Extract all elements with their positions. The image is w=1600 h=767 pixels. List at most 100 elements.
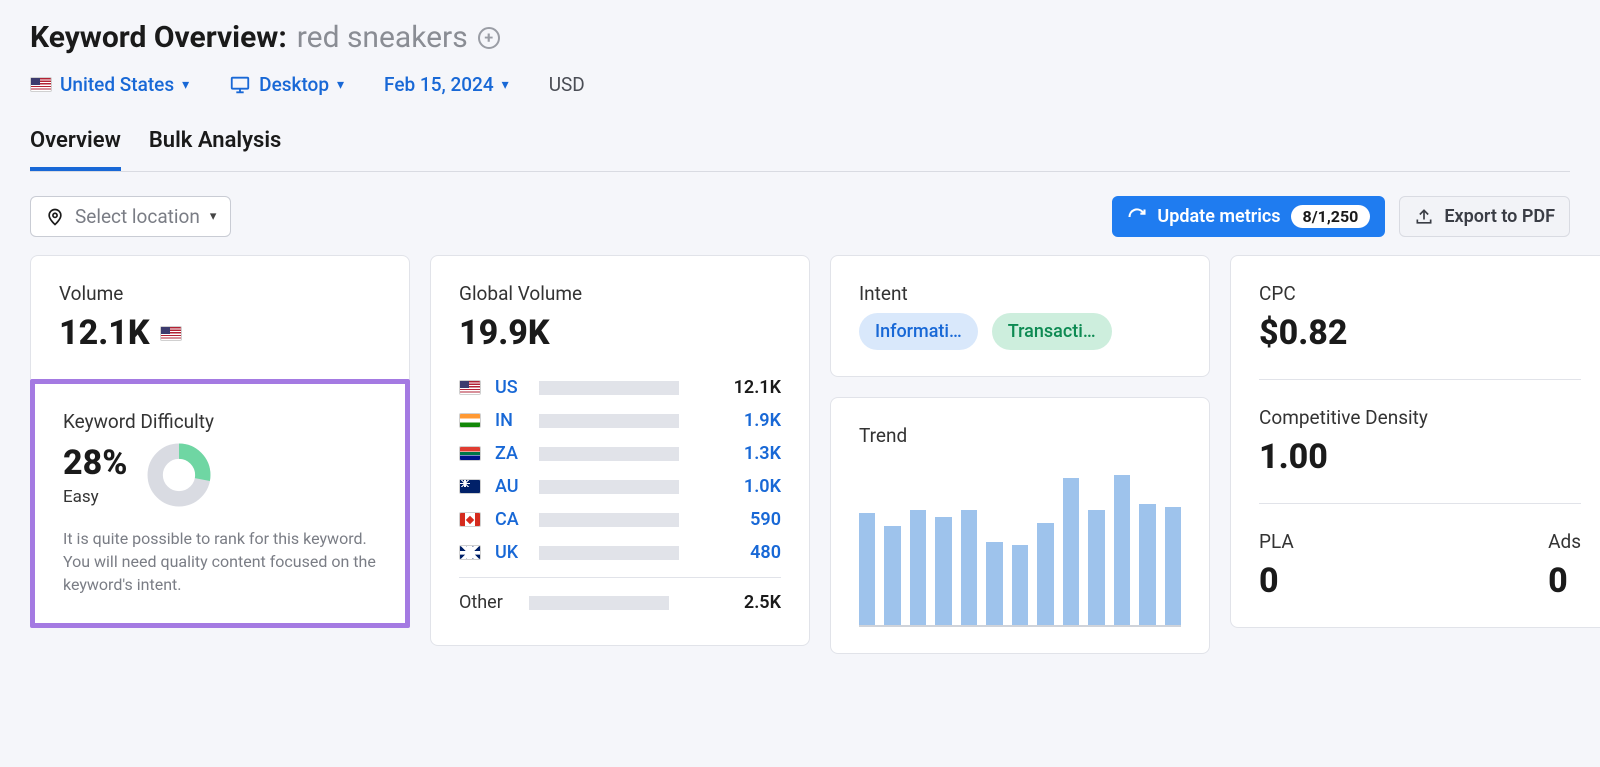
chevron-down-icon: ▾ [337, 77, 344, 93]
country-value: 1.9K [711, 410, 781, 431]
volume-bar [529, 596, 669, 610]
country-row[interactable]: ZA 1.3K [459, 437, 781, 470]
ads-title: Ads [1548, 530, 1581, 553]
volume-bar [539, 414, 679, 428]
add-keyword-icon[interactable]: + [478, 27, 500, 49]
volume-bar [539, 381, 679, 395]
chevron-down-icon: ▾ [182, 77, 189, 93]
page-title-prefix: Keyword Overview: [30, 20, 287, 55]
global-volume-title: Global Volume [459, 282, 781, 305]
page-header: Keyword Overview: red sneakers + [30, 20, 1570, 55]
device-filter-label: Desktop [259, 73, 329, 96]
country-code: ZA [495, 443, 529, 464]
flag-us-icon [30, 77, 52, 92]
trend-bar [1165, 507, 1181, 625]
filters-bar: United States ▾ Desktop ▾ Feb 15, 2024 ▾… [30, 73, 1570, 96]
pla-value: 0 [1259, 561, 1294, 601]
trend-bar [910, 510, 926, 625]
country-row[interactable]: IN 1.9K [459, 404, 781, 437]
trend-bar [1063, 478, 1079, 625]
cpc-value: $0.82 [1259, 313, 1348, 353]
country-code: IN [495, 410, 529, 431]
intent-badge[interactable]: Transacti… [992, 313, 1112, 350]
pla-title: PLA [1259, 530, 1294, 553]
country-code: UK [495, 542, 529, 563]
trend-title: Trend [859, 424, 1181, 447]
flag-icon [459, 545, 481, 560]
trend-bar [1088, 510, 1104, 625]
trend-bar [859, 513, 875, 625]
export-pdf-button[interactable]: Export to PDF [1399, 196, 1570, 237]
intent-badge[interactable]: Informati… [859, 313, 978, 350]
country-row[interactable]: US 12.1K [459, 371, 781, 404]
intent-title: Intent [859, 282, 1181, 305]
flag-icon [459, 479, 481, 494]
country-row[interactable]: UK 480 [459, 536, 781, 569]
kd-description: It is quite possible to rank for this ke… [63, 527, 377, 597]
trend-card: Trend [830, 397, 1210, 654]
kd-value: 28% [63, 443, 127, 483]
volume-bar [539, 447, 679, 461]
country-value: 12.1K [711, 377, 781, 398]
country-value: 590 [711, 509, 781, 530]
global-volume-card: Global Volume 19.9K US 12.1K IN 1.9K ZA 1.3K A… [430, 255, 810, 646]
flag-icon [459, 512, 481, 527]
ads-value: 0 [1548, 561, 1581, 601]
chevron-down-icon: ▾ [502, 77, 509, 93]
intent-card: Intent Informati… Transacti… [830, 255, 1210, 377]
cpc-card: CPC $0.82 Competitive Density 1.00 PLA 0… [1230, 255, 1600, 628]
kd-donut-chart [145, 441, 213, 509]
trend-chart [859, 467, 1181, 627]
country-filter[interactable]: United States ▾ [30, 73, 189, 96]
country-code: CA [495, 509, 529, 530]
country-row[interactable]: AU 1.0K [459, 470, 781, 503]
device-filter[interactable]: Desktop ▾ [229, 73, 344, 96]
volume-card: Volume 12.1K [30, 255, 410, 379]
volume-bar [539, 480, 679, 494]
country-filter-label: United States [60, 73, 174, 96]
page-title-keyword: red sneakers [297, 20, 468, 55]
cd-value: 1.00 [1259, 437, 1328, 477]
select-location-label: Select location [75, 205, 200, 228]
country-code: AU [495, 476, 529, 497]
kd-label: Easy [63, 487, 127, 507]
volume-title: Volume [59, 282, 381, 305]
trend-bar [986, 542, 1002, 625]
cpc-title: CPC [1259, 282, 1581, 305]
tab-bulk-analysis[interactable]: Bulk Analysis [149, 118, 282, 171]
update-metrics-button[interactable]: Update metrics 8/1,250 [1112, 196, 1385, 237]
trend-bar [1012, 545, 1028, 625]
tab-overview[interactable]: Overview [30, 118, 121, 171]
country-value: 480 [711, 542, 781, 563]
upload-icon [1414, 207, 1434, 227]
trend-bar [1037, 523, 1053, 625]
country-value: 1.3K [711, 443, 781, 464]
other-value: 2.5K [711, 592, 781, 613]
kd-title: Keyword Difficulty [63, 410, 377, 433]
trend-bar [1139, 504, 1155, 625]
other-label: Other [459, 592, 519, 613]
currency-label: USD [549, 73, 585, 96]
flag-icon [459, 380, 481, 395]
trend-bar [935, 517, 951, 626]
desktop-icon [229, 74, 251, 96]
toolbar: Select location ▾ Update metrics 8/1,250… [30, 196, 1570, 237]
country-row[interactable]: CA 590 [459, 503, 781, 536]
flag-icon [459, 413, 481, 428]
flag-icon [459, 446, 481, 461]
cd-title: Competitive Density [1259, 406, 1581, 429]
select-location-button[interactable]: Select location ▾ [30, 196, 231, 237]
refresh-icon [1127, 207, 1147, 227]
volume-bar [539, 546, 679, 560]
trend-bar [884, 526, 900, 625]
update-metrics-label: Update metrics [1157, 206, 1280, 227]
country-code: US [495, 377, 529, 398]
volume-bar [539, 513, 679, 527]
global-volume-value: 19.9K [459, 313, 550, 353]
tabs: Overview Bulk Analysis [30, 118, 1570, 172]
flag-us-icon [160, 326, 182, 341]
country-row-other: Other 2.5K [459, 577, 781, 619]
country-value: 1.0K [711, 476, 781, 497]
metrics-grid: Volume 12.1K Keyword Difficulty 28% Easy [30, 255, 1570, 654]
date-filter[interactable]: Feb 15, 2024 ▾ [384, 73, 509, 96]
